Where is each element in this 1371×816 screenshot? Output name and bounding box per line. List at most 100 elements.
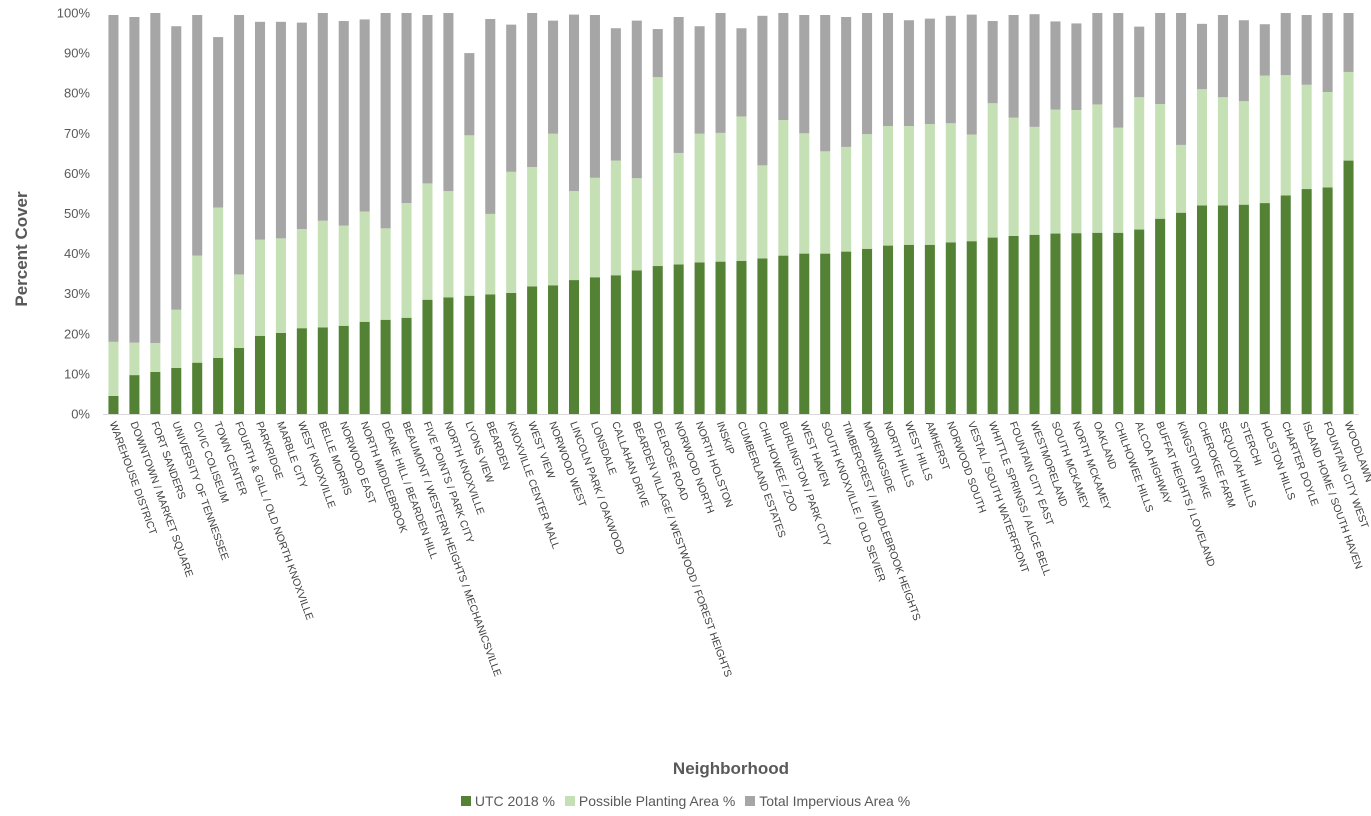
bar-segment-total-impervious xyxy=(862,13,873,135)
bar-segment-total-impervious xyxy=(924,18,935,125)
bar-segment-total-impervious xyxy=(966,14,977,135)
bar-segment-total-impervious xyxy=(1050,21,1061,110)
bar-segment-possible-planting xyxy=(1092,104,1103,233)
bar-segment-total-impervious xyxy=(275,21,286,239)
bar-segment-possible-planting xyxy=(1238,101,1249,205)
legend-item-total-impervious: Total Impervious Area % xyxy=(745,793,910,809)
bar-segment-possible-planting xyxy=(338,225,349,326)
bar-segment-possible-planting xyxy=(1050,109,1061,234)
bar-segment-utc xyxy=(1238,204,1249,414)
bar-segment-possible-planting xyxy=(694,133,705,263)
bar-segment-total-impervious xyxy=(820,15,831,152)
bar-segment-total-impervious xyxy=(799,15,810,134)
bar-segment-total-impervious xyxy=(610,28,621,161)
bar-segment-total-impervious xyxy=(778,13,789,121)
bar-segment-total-impervious xyxy=(213,37,224,208)
bar-segment-utc xyxy=(610,275,621,414)
bar-segment-utc xyxy=(778,255,789,414)
bar-segment-utc xyxy=(1029,234,1040,414)
bar-segment-total-impervious xyxy=(1343,13,1354,72)
bar-segment-total-impervious xyxy=(192,15,203,256)
legend-swatch-total-impervious xyxy=(745,796,756,807)
bar-segment-total-impervious xyxy=(945,15,956,124)
y-tick-label: 10% xyxy=(64,366,90,381)
bar-segment-total-impervious xyxy=(1238,20,1249,102)
bar-segment-total-impervious xyxy=(1134,26,1145,98)
bar-segment-total-impervious xyxy=(548,20,559,134)
bar-segment-total-impervious xyxy=(359,19,370,212)
bar-segment-utc xyxy=(966,241,977,414)
bar-segment-total-impervious xyxy=(1196,23,1208,90)
bar-segment-possible-planting xyxy=(108,341,119,396)
bar-segment-total-impervious xyxy=(401,13,412,204)
bar-segment-possible-planting xyxy=(1029,126,1040,235)
bar-segment-utc xyxy=(275,333,286,414)
bar-segment-total-impervious xyxy=(987,21,998,104)
bar-segment-total-impervious xyxy=(443,13,454,192)
bar-segment-utc xyxy=(192,362,203,414)
bar-segment-total-impervious xyxy=(736,28,747,117)
bar-segment-possible-planting xyxy=(1343,71,1354,161)
bar-segment-total-impervious xyxy=(380,13,391,229)
bar-segment-possible-planting xyxy=(380,228,391,320)
bars xyxy=(108,13,1354,414)
bar-segment-total-impervious xyxy=(694,26,705,134)
bar-segment-total-impervious xyxy=(422,15,433,184)
bar-segment-utc xyxy=(694,262,705,414)
bar-segment-utc xyxy=(568,280,580,414)
bar-segment-total-impervious xyxy=(150,13,161,344)
bar-segment-total-impervious xyxy=(903,20,914,127)
bar-segment-utc xyxy=(589,277,600,414)
bar-segment-utc xyxy=(171,367,182,414)
bar-segment-possible-planting xyxy=(945,123,956,243)
bar-segment-possible-planting xyxy=(715,132,726,262)
y-tick-label: 50% xyxy=(64,206,90,221)
bar-segment-utc xyxy=(485,294,496,414)
bar-segment-total-impervious xyxy=(1113,13,1124,128)
bar-segment-total-impervious xyxy=(527,13,538,167)
bar-segment-utc xyxy=(1113,232,1124,414)
bar-segment-utc xyxy=(317,327,328,414)
bar-segment-total-impervious xyxy=(129,17,140,343)
bar-segment-total-impervious xyxy=(652,29,663,78)
bar-segment-utc xyxy=(401,317,412,414)
bar-segment-utc xyxy=(129,375,140,414)
y-tick-label: 70% xyxy=(64,126,90,141)
bar-segment-utc xyxy=(882,245,894,414)
bar-segment-possible-planting xyxy=(1176,144,1187,213)
bar-segment-utc xyxy=(799,253,810,414)
legend-item-utc: UTC 2018 % xyxy=(460,793,555,809)
bar-segment-utc xyxy=(1280,195,1291,414)
bar-segment-possible-planting xyxy=(903,126,914,245)
bar-segment-possible-planting xyxy=(987,103,998,238)
bar-segment-utc xyxy=(1176,212,1187,414)
bar-segment-utc xyxy=(715,261,726,414)
bar-segment-possible-planting xyxy=(820,151,831,254)
bar-segment-possible-planting xyxy=(1113,127,1124,233)
bar-segment-utc xyxy=(673,264,684,414)
bar-segment-total-impervious xyxy=(1217,15,1228,98)
bar-segment-utc xyxy=(987,237,998,414)
bar-segment-total-impervious xyxy=(568,14,580,192)
bar-segment-possible-planting xyxy=(485,213,496,295)
bar-segment-possible-planting xyxy=(1008,117,1019,236)
bar-segment-possible-planting xyxy=(966,134,977,242)
bar-segment-total-impervious xyxy=(506,24,517,172)
bar-segment-possible-planting xyxy=(799,133,810,254)
bar-segment-utc xyxy=(1092,232,1103,414)
bar-segment-total-impervious xyxy=(1008,15,1019,118)
bar-segment-utc xyxy=(1196,205,1208,414)
y-tick-label: 100% xyxy=(57,6,91,21)
y-tick-label: 60% xyxy=(64,166,90,181)
bar-segment-possible-planting xyxy=(464,135,475,296)
bar-segment-total-impervious xyxy=(715,13,726,133)
bar-segment-possible-planting xyxy=(254,239,266,336)
bar-segment-utc xyxy=(1259,203,1270,414)
bar-segment-total-impervious xyxy=(841,17,852,147)
bar-segment-utc xyxy=(862,248,873,414)
legend-item-possible-planting: Possible Planting Area % xyxy=(564,793,735,809)
bar-segment-total-impervious xyxy=(1071,23,1082,111)
bar-segment-utc xyxy=(1301,189,1312,414)
